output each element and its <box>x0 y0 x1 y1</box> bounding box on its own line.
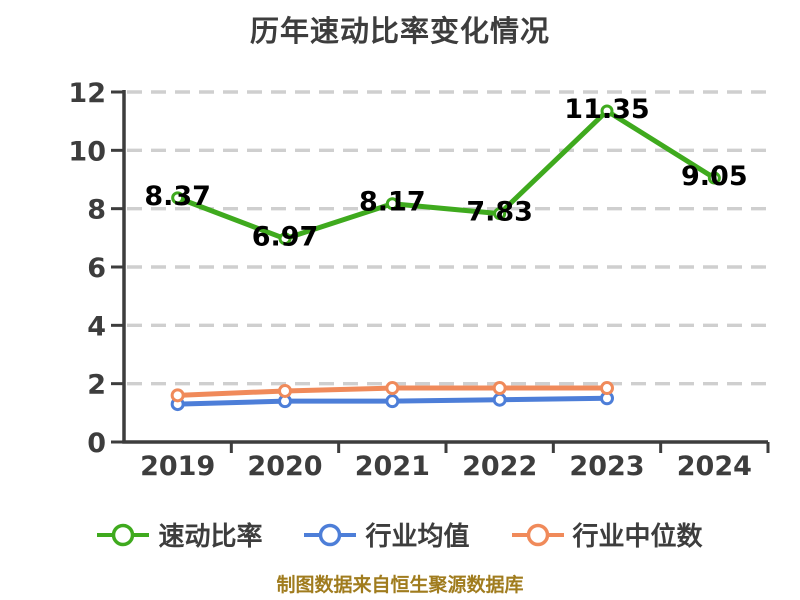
svg-text:6.97: 6.97 <box>252 222 319 253</box>
data-source-note: 制图数据来自恒生聚源数据库 <box>276 574 524 596</box>
svg-text:8: 8 <box>87 195 106 226</box>
svg-text:10: 10 <box>68 136 106 167</box>
svg-text:9.05: 9.05 <box>681 161 748 192</box>
svg-text:11.35: 11.35 <box>564 94 649 125</box>
legend-item-industry-mean: 行业均值 <box>304 516 470 553</box>
svg-text:2023: 2023 <box>569 451 644 482</box>
svg-text:2020: 2020 <box>247 451 322 482</box>
line-marker-icon <box>511 523 564 546</box>
line-marker-icon <box>97 523 150 546</box>
legend-label: 行业均值 <box>365 522 470 552</box>
svg-text:8.17: 8.17 <box>359 187 426 218</box>
svg-text:2: 2 <box>87 370 106 401</box>
chart-title: 历年速动比率变化情况 <box>249 14 550 48</box>
legend: 速动比率 行业均值 行业中位数 <box>0 516 800 553</box>
svg-text:4: 4 <box>87 311 106 342</box>
legend-label: 行业中位数 <box>572 522 703 552</box>
legend-label: 速动比率 <box>158 522 263 552</box>
svg-text:6: 6 <box>87 253 106 284</box>
legend-item-industry-median: 行业中位数 <box>511 516 703 553</box>
svg-text:12: 12 <box>68 78 106 109</box>
svg-text:2024: 2024 <box>677 451 752 482</box>
svg-text:7.83: 7.83 <box>466 197 533 228</box>
svg-text:2021: 2021 <box>355 451 430 482</box>
svg-text:0: 0 <box>87 428 106 459</box>
line-marker-icon <box>304 523 357 546</box>
svg-text:8.37: 8.37 <box>144 181 211 212</box>
svg-text:2022: 2022 <box>462 451 537 482</box>
legend-item-quick-ratio: 速动比率 <box>97 516 262 553</box>
svg-text:2019: 2019 <box>140 451 215 482</box>
